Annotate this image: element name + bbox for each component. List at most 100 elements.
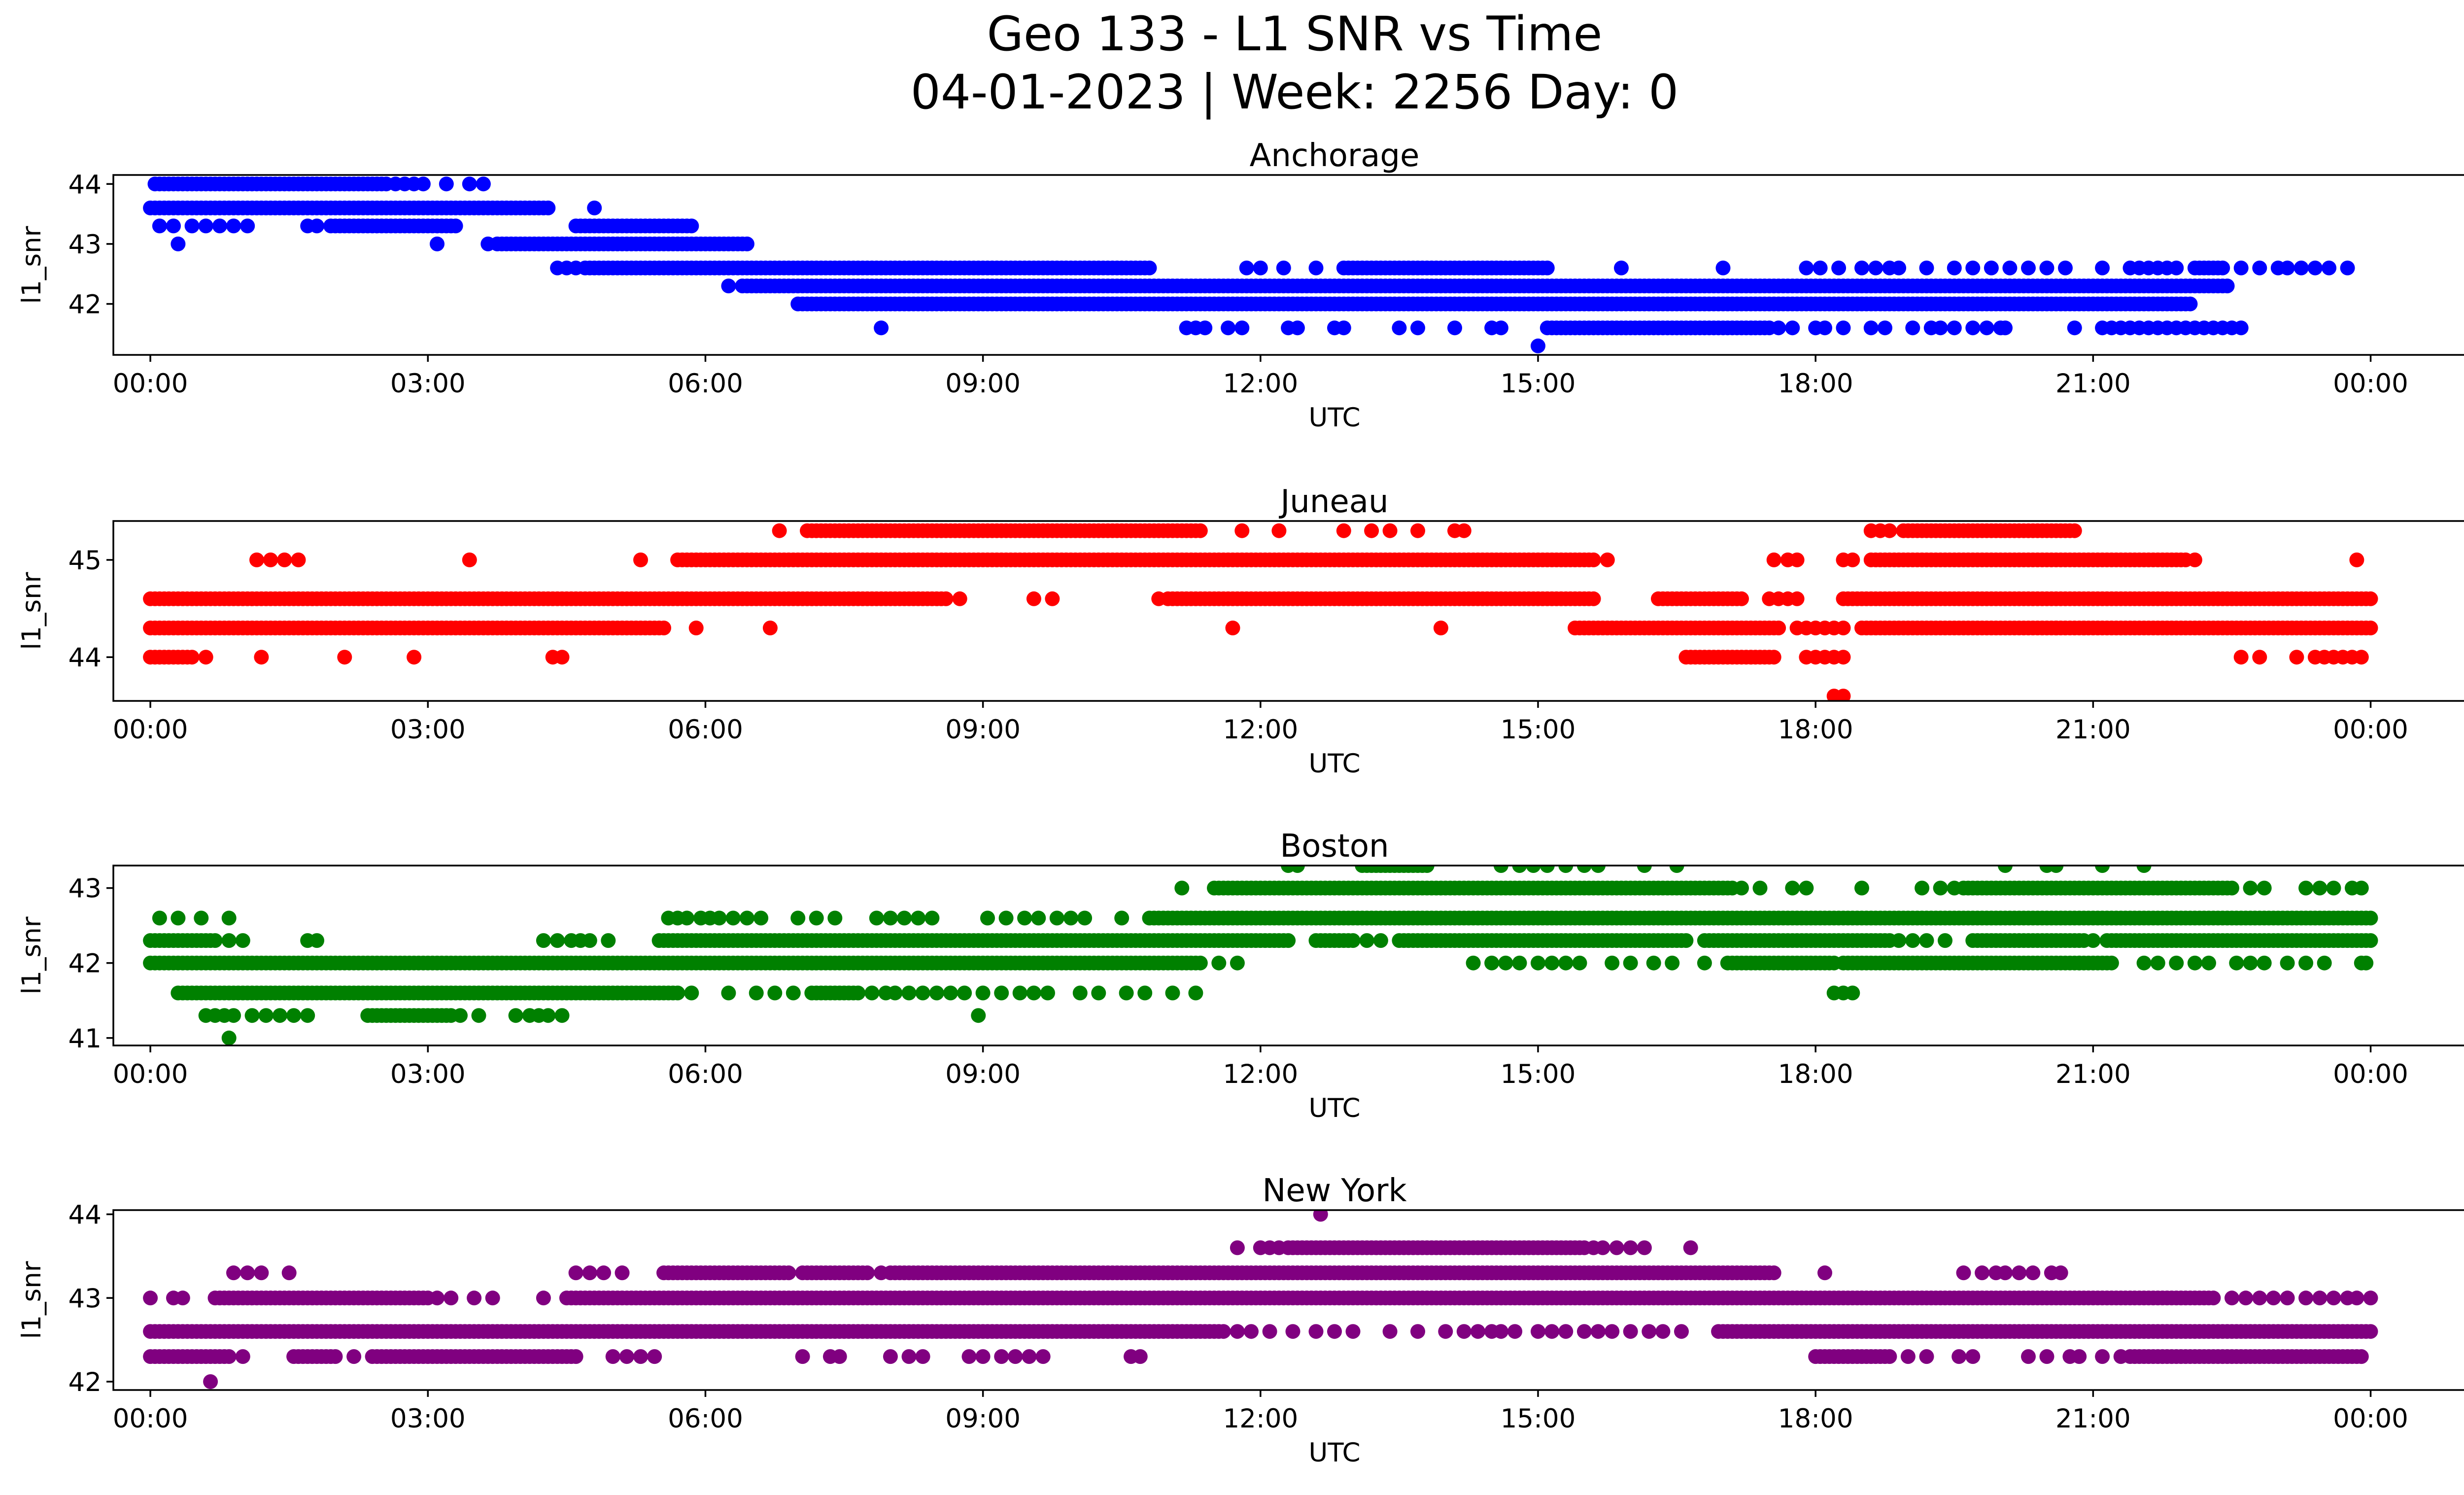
scatter-point: [957, 985, 972, 1001]
scatter-point: [1531, 338, 1545, 353]
scatter-point: [309, 218, 324, 234]
scatter-point: [1359, 933, 1374, 948]
x-tick-label: 15:00: [1501, 715, 1576, 745]
scatter-point: [1017, 910, 1032, 926]
scatter-point: [1012, 985, 1027, 1001]
scatter-point: [864, 985, 880, 1001]
scatter-point: [1244, 1324, 1259, 1339]
scatter-point: [1965, 260, 1981, 276]
scatter-point: [786, 985, 801, 1001]
scatter-point: [938, 591, 954, 606]
scatter-point: [1799, 260, 1814, 276]
scatter-point: [2238, 1290, 2254, 1306]
scatter-point: [2233, 650, 2249, 665]
scatter-point: [1863, 320, 1879, 336]
scatter-point: [2326, 880, 2341, 896]
subplot-title: New York: [1262, 1173, 1406, 1209]
scatter-points: [143, 1210, 2378, 1389]
scatter-point: [171, 910, 186, 926]
scatter-point: [1211, 955, 1227, 971]
scatter-point: [240, 218, 255, 234]
scatter-points: [143, 176, 2355, 353]
y-tick-label: 41: [68, 1024, 102, 1054]
scatter-point: [1789, 552, 1805, 567]
scatter-point: [1919, 260, 1934, 276]
y-axis-label: l1_snr: [17, 572, 47, 650]
scatter-point: [2363, 1324, 2378, 1339]
scatter-point: [508, 1008, 523, 1023]
scatter-point: [1836, 320, 1851, 336]
scatter-point: [2150, 955, 2165, 971]
scatter-point: [286, 1008, 302, 1023]
scatter-point: [1216, 1324, 1231, 1339]
scatter-point: [1831, 260, 1847, 276]
x-tick-label: 21:00: [2055, 715, 2131, 745]
scatter-point: [688, 621, 704, 635]
scatter-point: [485, 1290, 500, 1306]
scatter-point: [1544, 955, 1560, 971]
scatter-point: [1919, 933, 1934, 948]
scatter-point: [1905, 933, 1920, 948]
scatter-point: [924, 910, 940, 926]
scatter-point: [679, 910, 694, 926]
scatter-point: [152, 218, 167, 234]
x-axis-label: UTC: [1308, 749, 1360, 779]
y-tick-label: 43: [68, 230, 102, 260]
scatter-point: [2257, 880, 2272, 896]
scatter-point: [2363, 933, 2378, 948]
scatter-point: [2298, 880, 2314, 896]
scatter-point: [1915, 880, 1930, 896]
scatter-point: [2233, 320, 2249, 336]
scatter-point: [975, 985, 991, 1001]
scatter-point: [1188, 985, 1203, 1001]
scatter-point: [1558, 955, 1574, 971]
scatter-point: [2025, 1265, 2041, 1281]
scatter-point: [2169, 955, 2184, 971]
scatter-point: [1410, 1324, 1425, 1339]
scatter-point: [254, 1265, 269, 1281]
scatter-point: [1230, 955, 1245, 971]
scatter-point: [1253, 260, 1268, 276]
scatter-point: [2229, 955, 2244, 971]
scatter-point: [587, 200, 602, 215]
scatter-point: [1572, 955, 1587, 971]
scatter-point: [1364, 523, 1379, 538]
scatter-point: [684, 218, 699, 234]
scatter-point: [1734, 880, 1749, 896]
scatter-point: [1471, 1324, 1485, 1339]
x-tick-label: 00:00: [113, 1059, 188, 1089]
scatter-point: [633, 552, 648, 567]
scatter-point: [1392, 320, 1407, 336]
scatter-point: [2053, 1265, 2068, 1281]
scatter-point: [971, 1008, 986, 1023]
scatter-point: [897, 910, 912, 926]
axes-frame: [112, 174, 2464, 356]
scatter-point: [2252, 650, 2267, 665]
scatter-point: [2298, 955, 2314, 971]
scatter-point: [1817, 1265, 1832, 1281]
scatter-point: [739, 236, 754, 251]
scatter-point: [2359, 955, 2374, 971]
scatter-point: [2266, 1290, 2281, 1306]
scatter-point: [198, 218, 213, 234]
scatter-point: [430, 236, 445, 251]
scatter-point: [453, 1008, 468, 1023]
scatter-point: [1512, 866, 1527, 873]
scatter-point: [943, 985, 958, 1001]
scatter-point: [601, 933, 616, 948]
scatter-point: [1225, 621, 1240, 635]
scatter-point: [471, 1008, 486, 1023]
scatter-point: [1456, 523, 1472, 538]
scatter-point: [2002, 260, 2018, 276]
scatter-point: [152, 910, 167, 926]
scatter-point: [809, 910, 824, 926]
scatter-point: [1591, 866, 1606, 873]
scatter-point: [1595, 1240, 1610, 1255]
scatter-point: [1956, 1265, 1971, 1281]
scatter-point: [2317, 955, 2332, 971]
scatter-point: [212, 218, 227, 234]
scatter-point: [1558, 866, 1574, 873]
